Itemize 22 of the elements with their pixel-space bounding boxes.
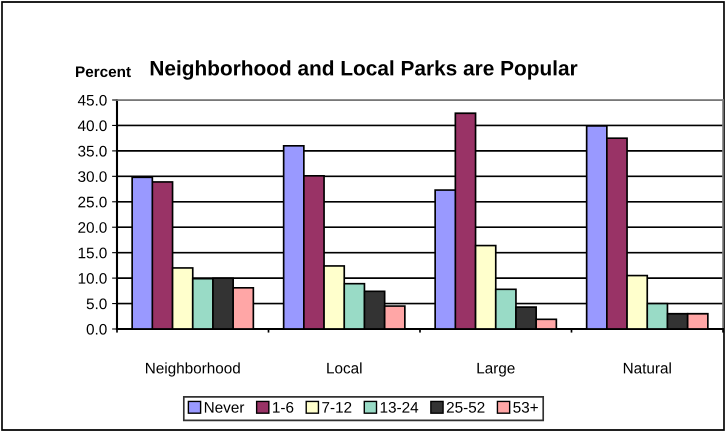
legend-label: Never [204, 402, 244, 413]
legend-label: 53+ [513, 402, 538, 413]
y-tick-label: 10.0 [78, 272, 107, 284]
legend-label: 7-12 [322, 402, 352, 413]
chart-title: Neighborhood and Local Parks are Popular [150, 60, 578, 80]
y-tick-label: 45.0 [78, 94, 107, 106]
y-tick-label: 35.0 [78, 146, 107, 157]
legend-label: 13-24 [380, 402, 418, 413]
y-tick-label: 5.0 [86, 298, 107, 310]
y-tick-label: 20.0 [78, 222, 107, 233]
x-tick-label: Local [327, 362, 362, 374]
legend-label: 25-52 [446, 402, 484, 413]
y-tick-label: 0.0 [86, 324, 107, 335]
y-axis-title: Percent [76, 66, 131, 78]
y-tick-label: 25.0 [78, 196, 107, 208]
y-tick-label: 30.0 [78, 171, 107, 182]
x-tick-label: Large [477, 362, 515, 377]
x-tick-label: Natural [624, 362, 671, 374]
legend-label: 1-6 [273, 402, 294, 413]
y-tick-label: 15.0 [78, 248, 107, 258]
y-tick-label: 40.0 [78, 120, 107, 132]
x-tick-label: Neighborhood [146, 362, 240, 377]
